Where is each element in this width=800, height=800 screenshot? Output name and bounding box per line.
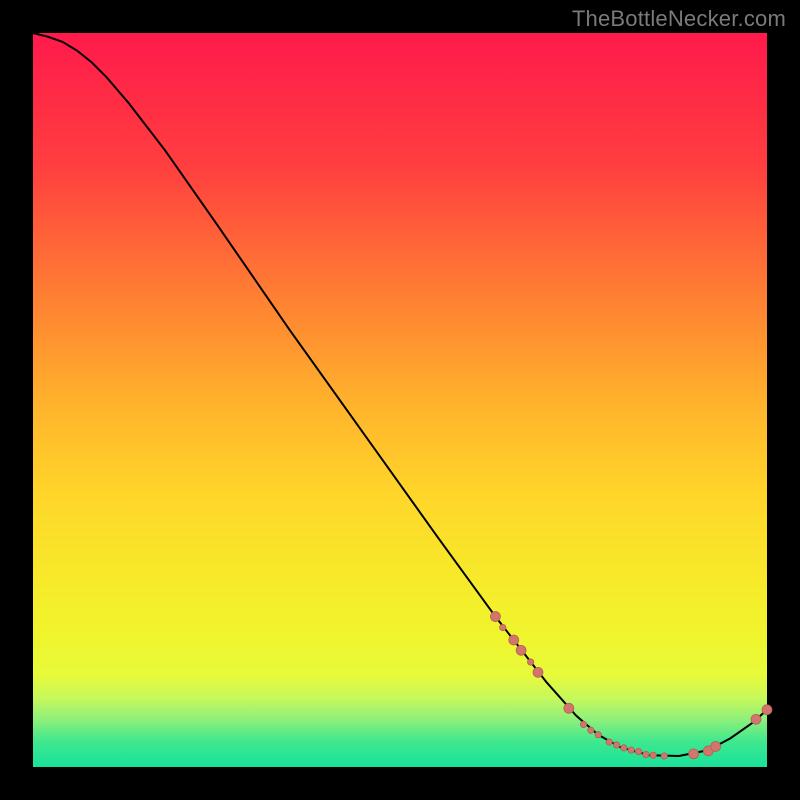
data-marker <box>580 721 586 727</box>
data-marker <box>613 742 619 748</box>
data-marker <box>500 624 506 630</box>
watermark-text: TheBottleNecker.com <box>572 6 786 32</box>
data-marker <box>650 752 656 758</box>
data-marker <box>635 748 641 754</box>
data-marker <box>564 703 574 713</box>
data-marker <box>689 749 699 759</box>
chart-container: TheBottleNecker.com <box>0 0 800 800</box>
data-marker <box>533 667 543 677</box>
plot-background <box>33 33 767 767</box>
data-marker <box>595 732 601 738</box>
data-marker <box>762 705 772 715</box>
data-marker <box>661 753 667 759</box>
data-marker <box>527 659 533 665</box>
data-marker <box>643 751 649 757</box>
data-marker <box>628 747 634 753</box>
data-marker <box>588 727 594 733</box>
data-marker <box>751 714 761 724</box>
data-marker <box>509 635 519 645</box>
data-marker <box>490 612 500 622</box>
data-marker <box>606 739 612 745</box>
data-marker <box>621 745 627 751</box>
data-marker <box>711 741 721 751</box>
bottleneck-chart <box>0 0 800 800</box>
data-marker <box>516 645 526 655</box>
